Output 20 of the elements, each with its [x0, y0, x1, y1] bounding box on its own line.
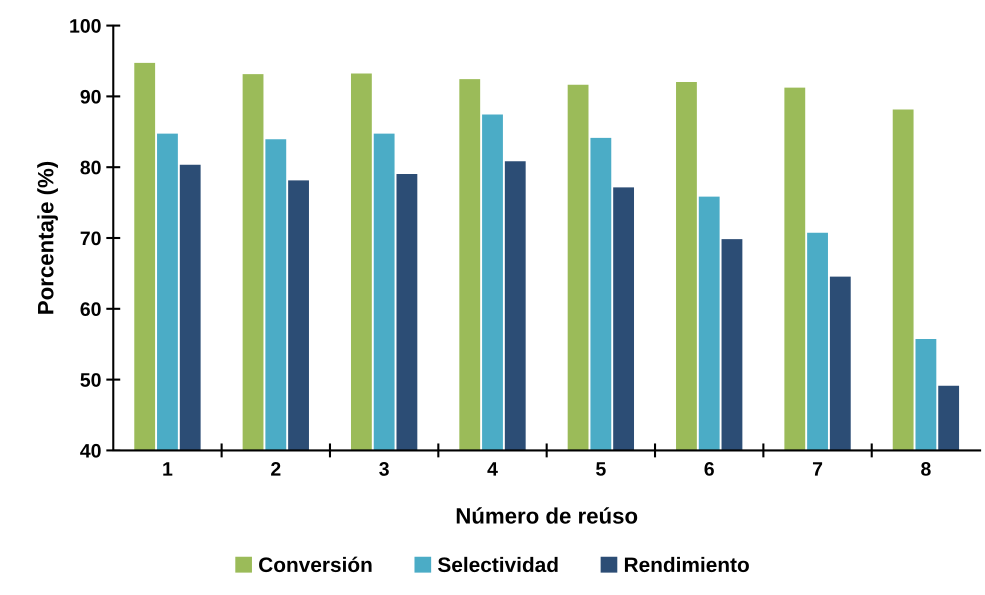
y-tick-label: 100 — [70, 19, 101, 33]
y-tick-label: 60 — [80, 302, 101, 316]
x-tick-label: 1 — [163, 462, 172, 476]
x-tick-label: 3 — [379, 462, 389, 476]
y-tick-label: 90 — [80, 90, 101, 104]
y-axis-title: Porcentaje (%) — [37, 162, 58, 314]
x-tick-label: 5 — [596, 462, 606, 476]
x-tick-label: 2 — [271, 462, 280, 476]
legend-label: Conversión — [259, 556, 372, 572]
x-tick-label: 8 — [921, 462, 931, 476]
x-tick-label: 4 — [487, 462, 498, 476]
x-tick-label: 7 — [812, 462, 822, 476]
legend-label: Selectividad — [438, 556, 558, 572]
legend-label: Rendimiento — [624, 556, 749, 572]
y-tick-label: 80 — [80, 160, 101, 174]
y-tick-label: 50 — [80, 373, 101, 387]
y-tick-label: 40 — [80, 444, 101, 458]
y-tick-label: 70 — [80, 231, 101, 246]
x-tick-label: 6 — [704, 462, 714, 476]
x-axis-title: Número de reúso — [456, 507, 638, 524]
